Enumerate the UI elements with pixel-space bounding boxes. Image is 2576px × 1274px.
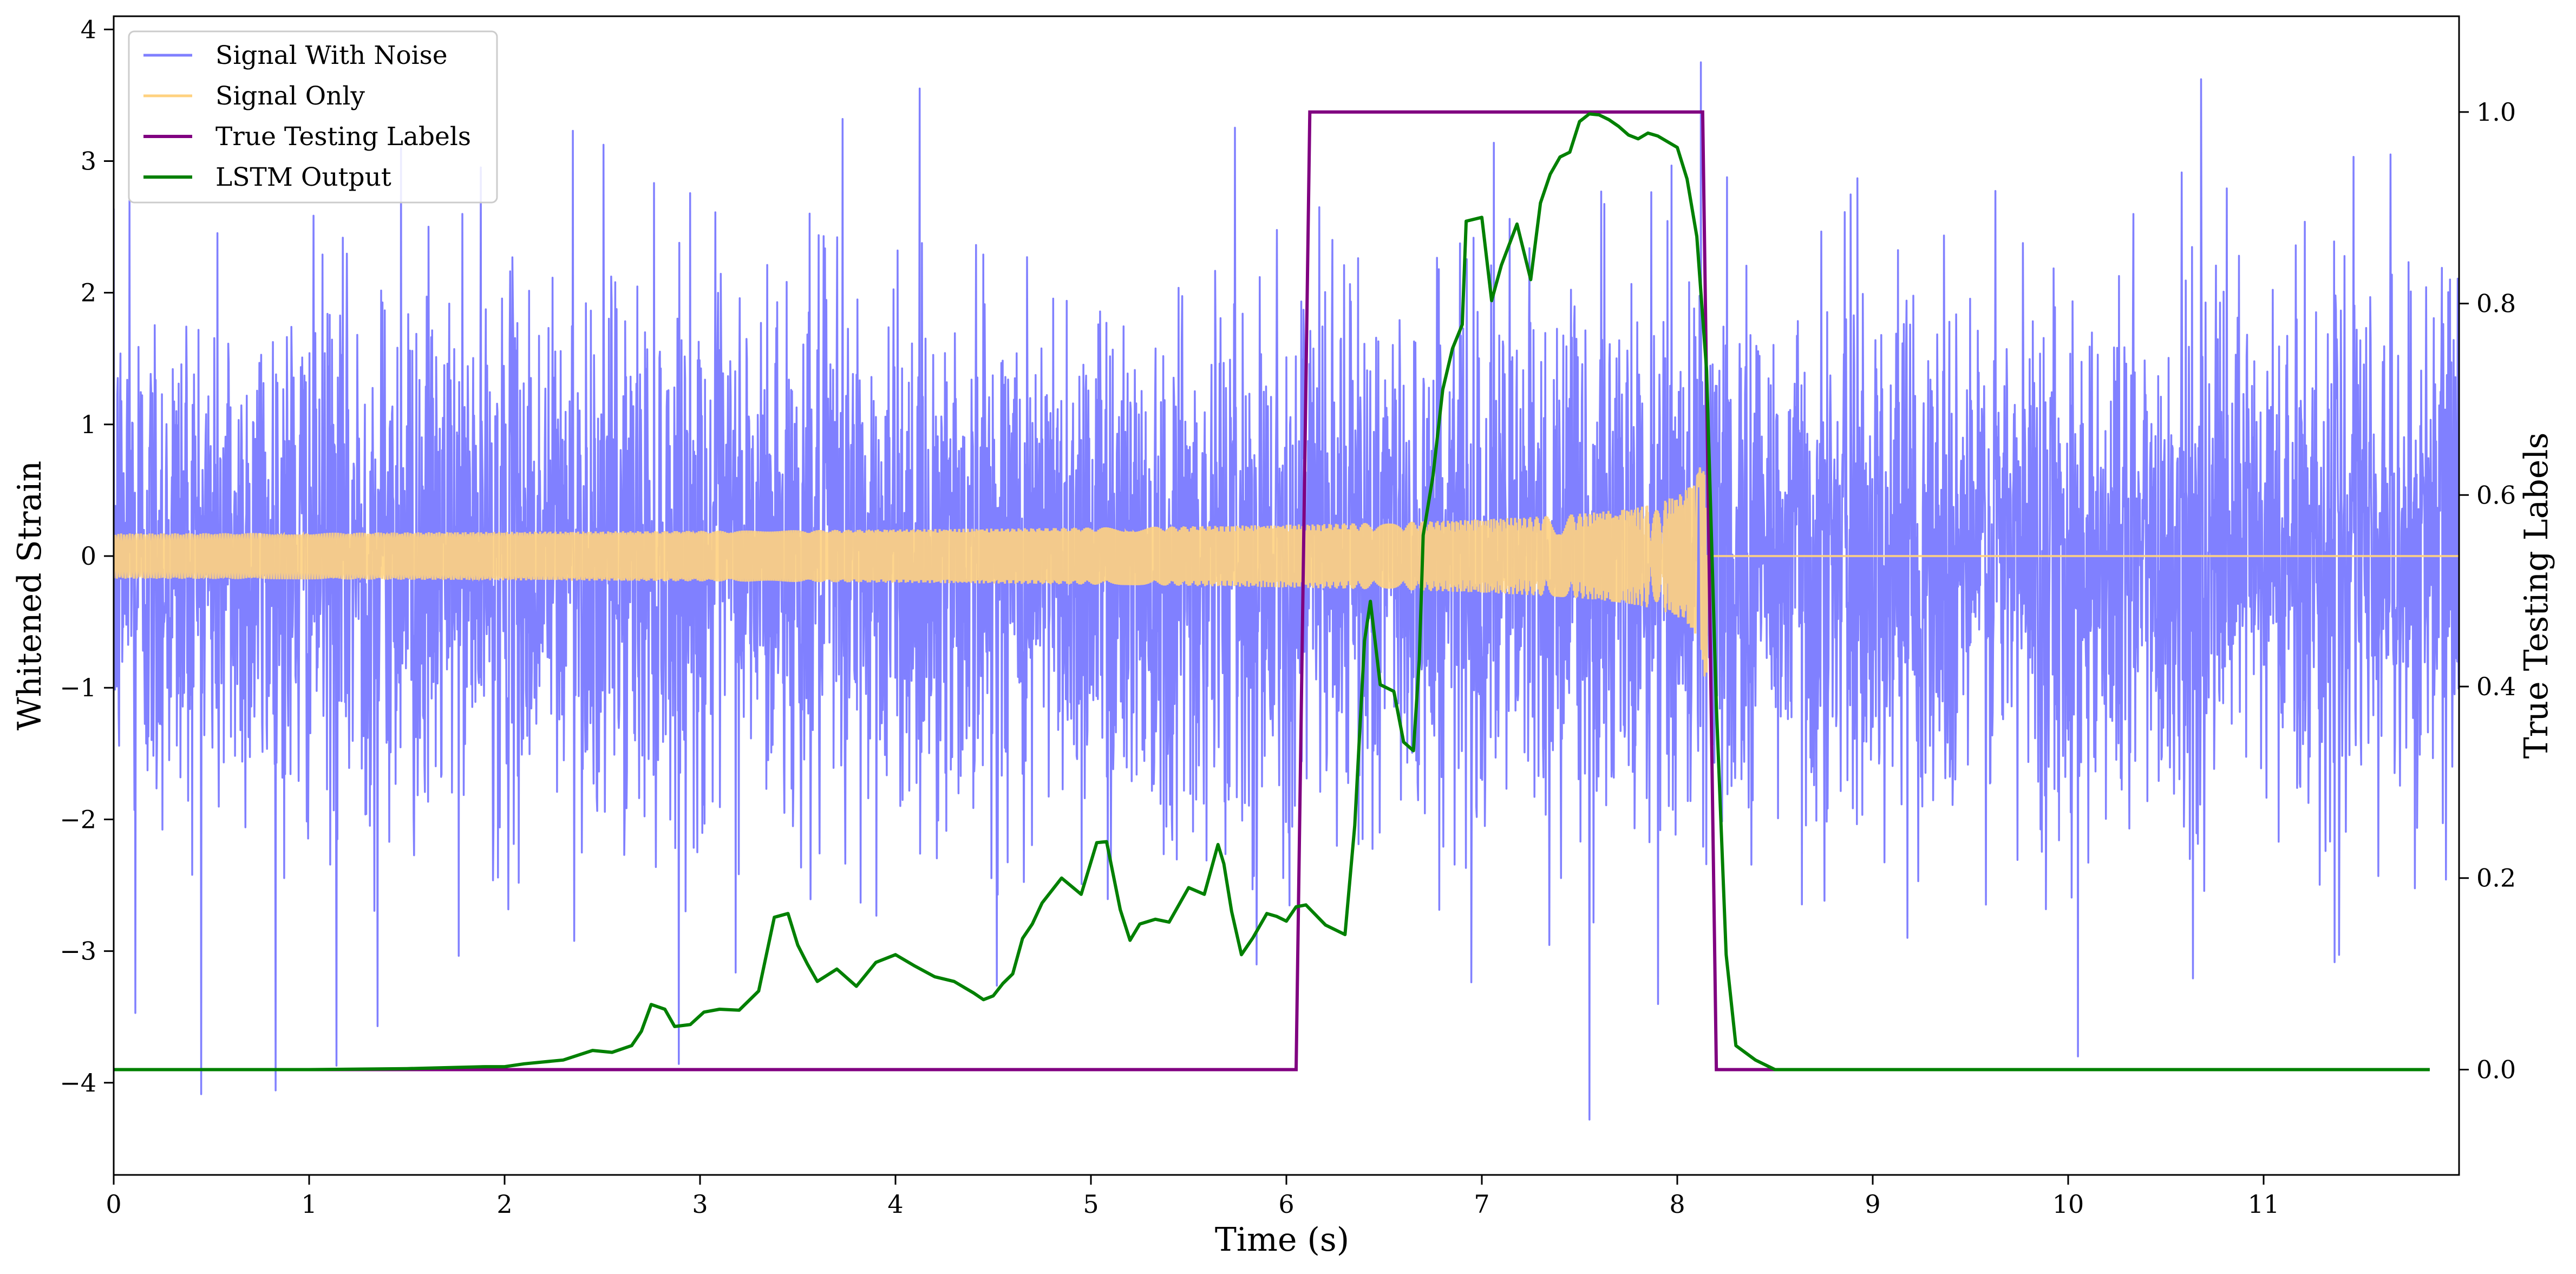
x-axis-label: Time (s)	[1215, 1221, 1349, 1259]
legend-label-noise: Signal With Noise	[215, 41, 448, 70]
x-tick-label: 6	[1278, 1190, 1294, 1219]
x-tick-label: 3	[692, 1190, 708, 1219]
axes: 0 1 2 3 4 5 6 7 8 9 10 11 −4 −3 −2 −1 0 1 2 3 4 0.0 0.2 0.4 0.6 0…	[60, 15, 2516, 1219]
x-tick-label: 7	[1474, 1190, 1489, 1219]
y-left-tick-label: 3	[81, 147, 96, 176]
x-tick-label: 11	[2248, 1190, 2280, 1219]
legend-label-signal: Signal Only	[215, 81, 365, 111]
x-tick-label: 5	[1083, 1190, 1099, 1219]
plot-area	[114, 61, 2459, 1121]
x-tick-label: 9	[1865, 1190, 1880, 1219]
y-left-tick-label: −3	[60, 937, 96, 966]
x-tick-label: 1	[301, 1190, 317, 1219]
y-axis-right-label: True Testing Labels	[2518, 433, 2555, 759]
legend-box	[128, 30, 498, 204]
y-left-tick-label: 2	[81, 278, 96, 308]
y-axis-left-label: Whitened Strain	[11, 461, 49, 730]
y-left-tick-label: −4	[60, 1068, 96, 1097]
y-right-tick-label: 0.8	[2476, 289, 2516, 318]
x-tick-label: 0	[106, 1190, 121, 1219]
legend: Signal With Noise Signal Only True Testi…	[128, 30, 498, 204]
y-right-tick-label: 1.0	[2476, 97, 2516, 127]
y-left-tick-label: 0	[81, 541, 96, 571]
series-lstm-output	[114, 112, 2430, 1072]
y-left-tick-label: −2	[60, 805, 96, 834]
series-signal-with-noise	[114, 61, 2459, 1121]
x-tick-label: 4	[887, 1190, 903, 1219]
legend-label-lstm: LSTM Output	[215, 162, 391, 192]
x-tick-label: 10	[2052, 1190, 2084, 1219]
series-signal-only	[114, 467, 2459, 677]
legend-label-labels: True Testing Labels	[215, 122, 471, 152]
y-left-tick-label: −1	[60, 673, 96, 702]
y-right-tick-label: 0.6	[2476, 480, 2516, 509]
x-tick-label: 2	[496, 1190, 512, 1219]
y-right-tick-label: 0.2	[2476, 864, 2516, 893]
y-left-tick-label: 4	[81, 15, 96, 44]
x-tick-label: 8	[1669, 1190, 1685, 1219]
y-right-tick-label: 0.0	[2476, 1055, 2516, 1084]
y-right-tick-label: 0.4	[2476, 672, 2516, 701]
y-left-tick-label: 1	[81, 410, 96, 439]
